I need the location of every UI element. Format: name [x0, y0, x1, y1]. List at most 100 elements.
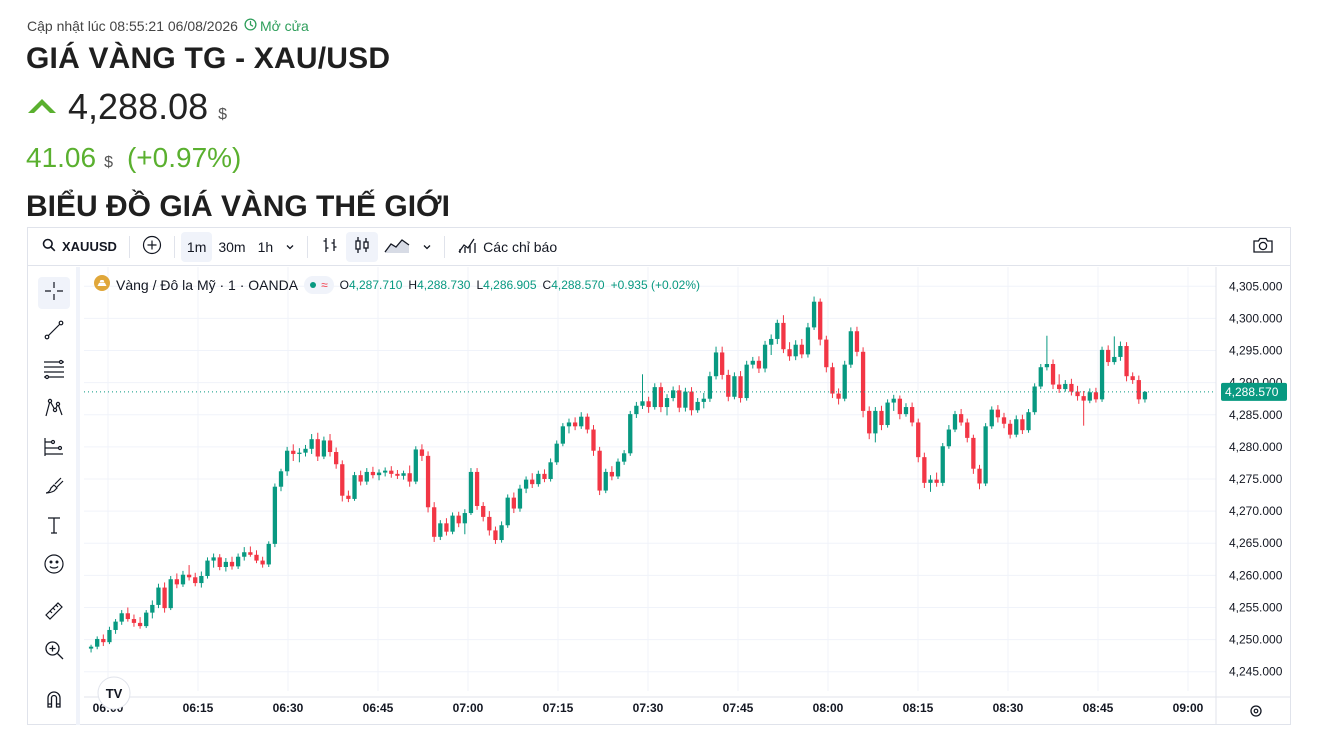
area-style-button[interactable] [378, 232, 416, 262]
candle [572, 417, 578, 431]
candle-body [781, 322, 786, 350]
candle [284, 446, 290, 476]
candle [217, 554, 222, 571]
forecast-tool-button[interactable] [38, 433, 70, 465]
x-tick-label: 06:15 [183, 701, 214, 715]
candle-body [744, 364, 749, 399]
symbol-search-button[interactable]: XAUUSD [36, 232, 123, 262]
search-icon [42, 238, 56, 255]
candle-body [119, 613, 124, 622]
candle [683, 387, 688, 412]
emoji-tool-button[interactable] [38, 550, 70, 582]
magnet-tool-button[interactable] [38, 685, 70, 717]
chart-pane[interactable]: 4,305.000 4,300.000 4,295.000 4,290.000 4,28… [84, 267, 1290, 725]
candle-body [585, 416, 590, 430]
candle [1124, 342, 1129, 382]
candle [101, 634, 106, 647]
candle-body [560, 426, 565, 444]
pattern-tool-button[interactable] [38, 394, 70, 426]
text-tool-button[interactable] [38, 511, 70, 543]
candle-body [566, 422, 572, 427]
candle-body [554, 443, 559, 463]
candle-body [199, 576, 204, 584]
candle-body [401, 473, 406, 476]
candle [168, 576, 173, 611]
candle [836, 388, 841, 405]
candle [842, 360, 847, 402]
screenshot-button[interactable] [1246, 232, 1280, 262]
candle-body [1007, 423, 1013, 435]
candle-body [952, 414, 958, 430]
candle-body [217, 557, 222, 568]
candle [860, 347, 866, 418]
candle-body [468, 471, 474, 514]
market-status: Mở cửa [244, 18, 309, 34]
candle-body [732, 376, 737, 397]
candle-body [419, 449, 425, 456]
candle-body [1106, 349, 1111, 363]
candle-body [824, 339, 829, 368]
brush-tool-button[interactable] [38, 472, 70, 504]
measure-tool-button[interactable] [38, 597, 70, 629]
gold-icon [94, 275, 110, 294]
fib-tool-button[interactable] [38, 355, 70, 387]
updated-timestamp: Cập nhật lúc 08:55:21 06/08/2026 [27, 18, 238, 34]
change-unit: $ [104, 154, 113, 171]
wave-icon: ≈ [321, 277, 328, 292]
candle-body [707, 376, 713, 399]
candle [1001, 412, 1007, 429]
candles-style-button[interactable] [346, 231, 379, 262]
candle-body [413, 449, 418, 482]
interval-dropdown-button[interactable] [279, 232, 301, 262]
candle-body [291, 450, 296, 454]
interval-30m-button[interactable]: 30m [218, 238, 246, 255]
candle-body [701, 398, 706, 402]
candle-body [946, 429, 952, 447]
interval-1h-button[interactable]: 1h [257, 238, 274, 255]
trend-line-tool-button[interactable] [38, 316, 70, 348]
candle-body [137, 622, 143, 627]
plus-circle-icon [142, 235, 162, 258]
candle [1099, 346, 1105, 402]
candle [922, 452, 927, 488]
candle [303, 444, 308, 457]
compare-button[interactable] [136, 232, 168, 262]
candle-body [450, 515, 455, 532]
change-row: 41.06 $ (+0.97%) [26, 142, 241, 174]
candle [946, 425, 952, 449]
candle [481, 502, 486, 522]
candle [468, 468, 474, 515]
candle-body [836, 393, 841, 399]
x-tick-label: 07:15 [543, 701, 574, 715]
chart-type-dropdown-button[interactable] [416, 232, 438, 262]
candle-body [254, 554, 259, 561]
change-percent: (+0.97%) [126, 142, 242, 173]
candle-body [517, 488, 523, 509]
candlestick-chart[interactable]: 4,305.0004,300.0004,295.0004,290.0004,28… [84, 267, 1290, 725]
candle [707, 371, 713, 402]
candle [640, 374, 645, 409]
candle [444, 518, 449, 536]
candle-body [603, 471, 608, 491]
y-tick-label: 4,295.000 [1229, 344, 1283, 358]
candle [989, 406, 994, 429]
interval-1m-button[interactable]: 1m [180, 231, 213, 262]
candle [511, 492, 516, 514]
tradingview-logo[interactable]: TV [97, 676, 131, 710]
crosshair-tool-button[interactable] [38, 277, 70, 309]
bar-style-button[interactable] [314, 232, 346, 262]
candle [119, 610, 124, 625]
candle [383, 467, 388, 477]
candle [205, 557, 210, 579]
candle [952, 410, 958, 433]
y-tick-label: 4,275.000 [1229, 472, 1283, 486]
candle-body [879, 410, 884, 426]
y-tick-label: 4,280.000 [1229, 440, 1283, 454]
settings-gear-icon[interactable] [1250, 705, 1262, 717]
candle-body [1057, 384, 1062, 390]
indicators-button[interactable]: Các chỉ báo [451, 232, 563, 262]
candle-body [474, 471, 480, 506]
market-status-label: Mở cửa [259, 18, 309, 34]
market-status-pill[interactable]: ≈ [304, 275, 334, 294]
zoom-tool-button[interactable] [38, 636, 70, 668]
